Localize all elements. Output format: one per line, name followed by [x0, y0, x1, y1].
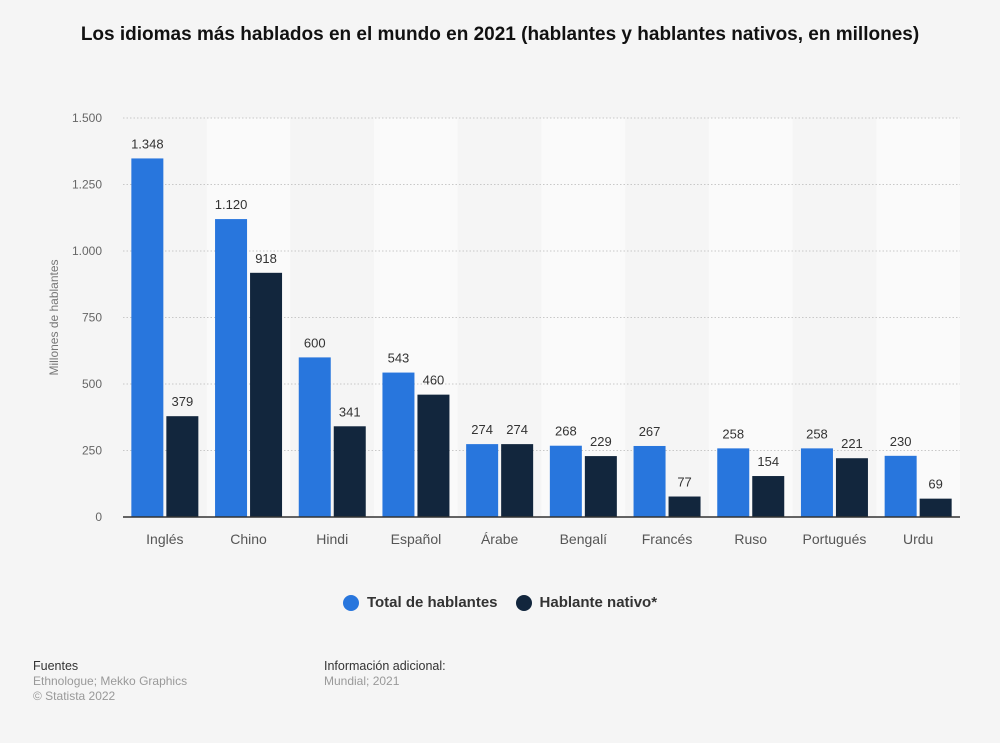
bar-native [584, 456, 617, 517]
data-label: 600 [304, 335, 326, 350]
data-label: 77 [677, 475, 691, 490]
data-label: 379 [171, 394, 193, 409]
y-tick-label: 500 [82, 377, 102, 391]
bar-total [298, 357, 331, 517]
y-tick-label: 250 [82, 444, 102, 458]
data-label: 1.348 [131, 136, 164, 151]
data-label: 69 [928, 477, 942, 492]
data-label: 258 [722, 426, 744, 441]
x-tick-label: Inglés [146, 531, 183, 547]
bar-total [382, 372, 415, 517]
bar-native [250, 272, 283, 517]
legend-label-native: Hablante nativo* [539, 594, 658, 611]
sources-text: Ethnologue; Mekko Graphics [33, 674, 188, 688]
x-tick-label: Ruso [734, 531, 767, 547]
bar-native [417, 394, 450, 517]
x-tick-label: Bengalí [560, 531, 608, 547]
chart-title: Los idiomas más hablados en el mundo en … [80, 24, 920, 45]
y-tick-label: 0 [95, 510, 102, 524]
x-tick-label: Portugués [803, 531, 867, 547]
x-tick-label: Español [391, 531, 442, 547]
y-tick-label: 1.250 [72, 178, 102, 192]
bar-total [717, 448, 750, 517]
bar-total [549, 445, 582, 517]
copyright: © Statista 2022 [33, 689, 116, 703]
bar-total [800, 448, 833, 517]
x-tick-label: Urdu [903, 531, 933, 547]
data-label: 918 [255, 251, 277, 266]
data-label: 274 [506, 422, 528, 437]
info-title: Información adicional: [324, 659, 446, 673]
bar-total [466, 444, 499, 517]
y-tick-label: 750 [82, 311, 102, 325]
y-tick-label: 1.000 [72, 244, 102, 258]
bar-native [835, 458, 868, 517]
x-tick-label: Chino [230, 531, 267, 547]
bar-native [166, 416, 199, 517]
legend-item-native[interactable]: Hablante nativo* [515, 594, 658, 611]
bar-native [333, 426, 366, 517]
bar-total [633, 445, 666, 517]
data-label: 1.120 [215, 197, 248, 212]
legend-swatch-total-icon [342, 594, 359, 611]
sources-block: Fuentes Ethnologue; Mekko Graphics © Sta… [33, 659, 187, 704]
y-tick-label: 1.500 [72, 111, 102, 125]
x-tick-label: Árabe [481, 531, 519, 547]
x-tick-label: Francés [642, 531, 693, 547]
bar-native [668, 496, 701, 517]
legend-swatch-native-icon [515, 594, 532, 611]
bar-native [919, 498, 952, 517]
legend: Total de hablantes Hablante nativo* [0, 594, 1000, 611]
bar-total [215, 219, 248, 517]
data-label: 258 [806, 426, 828, 441]
bar-native [501, 444, 534, 517]
data-label: 267 [639, 424, 661, 439]
sources-title: Fuentes [33, 659, 79, 673]
data-label: 268 [555, 424, 577, 439]
data-label: 221 [841, 436, 863, 451]
legend-label-total: Total de hablantes [366, 594, 498, 611]
data-label: 230 [890, 434, 912, 449]
x-tick-label: Hindi [316, 531, 348, 547]
legend-item-total[interactable]: Total de hablantes [342, 594, 498, 611]
data-label: 229 [590, 434, 612, 449]
data-label: 154 [757, 454, 779, 469]
bar-total [884, 455, 917, 517]
bar-native [752, 476, 785, 517]
data-label: 543 [388, 351, 410, 366]
y-axis-label: Millones de hablantes [47, 259, 61, 375]
info-block: Información adicional: Mundial; 2021 [324, 659, 446, 689]
data-label: 341 [339, 404, 361, 419]
data-label: 274 [471, 422, 493, 437]
bar-total [131, 158, 164, 517]
data-label: 460 [423, 373, 445, 388]
info-text: Mundial; 2021 [324, 674, 400, 688]
